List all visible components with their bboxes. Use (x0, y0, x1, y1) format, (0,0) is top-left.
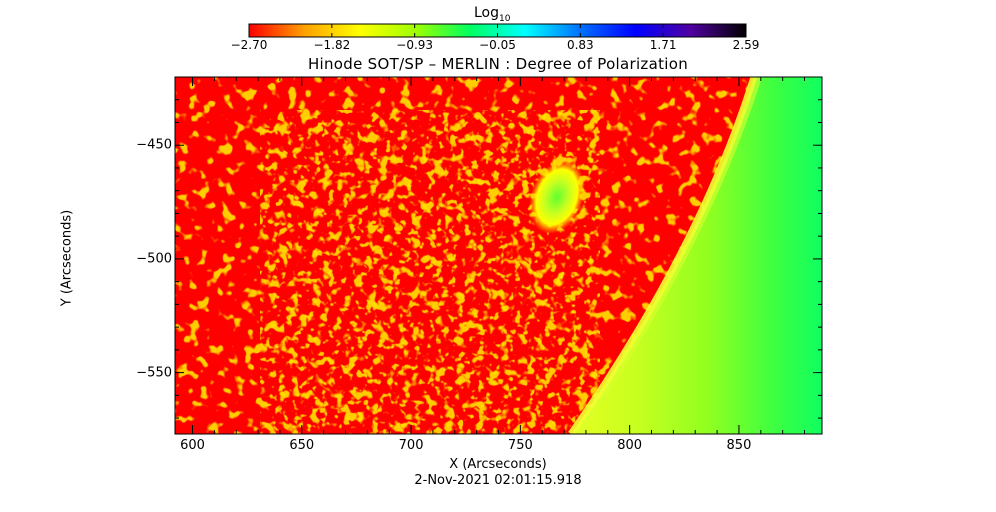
colorbar-tick-label: −0.93 (396, 38, 434, 52)
polarization-spot (529, 160, 585, 234)
colorbar-tick-label: −0.05 (479, 38, 516, 52)
active-region-texture (260, 110, 600, 434)
limb-halo (576, 77, 762, 434)
x-axis-label: X (Arcseconds) (449, 457, 547, 472)
observation-datetime: 2-Nov-2021 02:01:15.918 (414, 473, 582, 488)
colorbar-tick-label: −2.70 (230, 38, 268, 52)
x-tick-label: 700 (398, 438, 424, 453)
axis-ticks (175, 76, 822, 434)
colorbar-tick-label: −1.82 (313, 38, 351, 52)
colorbar-label: Log10 (474, 5, 511, 24)
colorbar-ticks (248, 24, 747, 37)
colorbar-tick-label: 2.59 (732, 38, 760, 52)
limb-edge (568, 77, 758, 434)
colorbar-tick-label: 1.71 (649, 38, 677, 52)
x-tick-label: 600 (180, 438, 205, 453)
x-tick-label: 800 (617, 438, 643, 453)
y-tick-label: −450 (136, 137, 172, 153)
x-tick-label: 650 (289, 438, 315, 453)
heatmap-image (175, 77, 822, 434)
y-axis-label: Y (Arcseconds) (59, 209, 75, 307)
y-tick-label: −550 (136, 365, 172, 381)
y-tick-label: −500 (136, 251, 172, 267)
colorbar-tick-label: 0.83 (566, 38, 594, 52)
chart-title: Hinode SOT/SP – MERLIN : Degree of Polar… (307, 55, 689, 73)
x-tick-label: 750 (507, 438, 533, 453)
x-tick-label: 850 (726, 438, 752, 453)
